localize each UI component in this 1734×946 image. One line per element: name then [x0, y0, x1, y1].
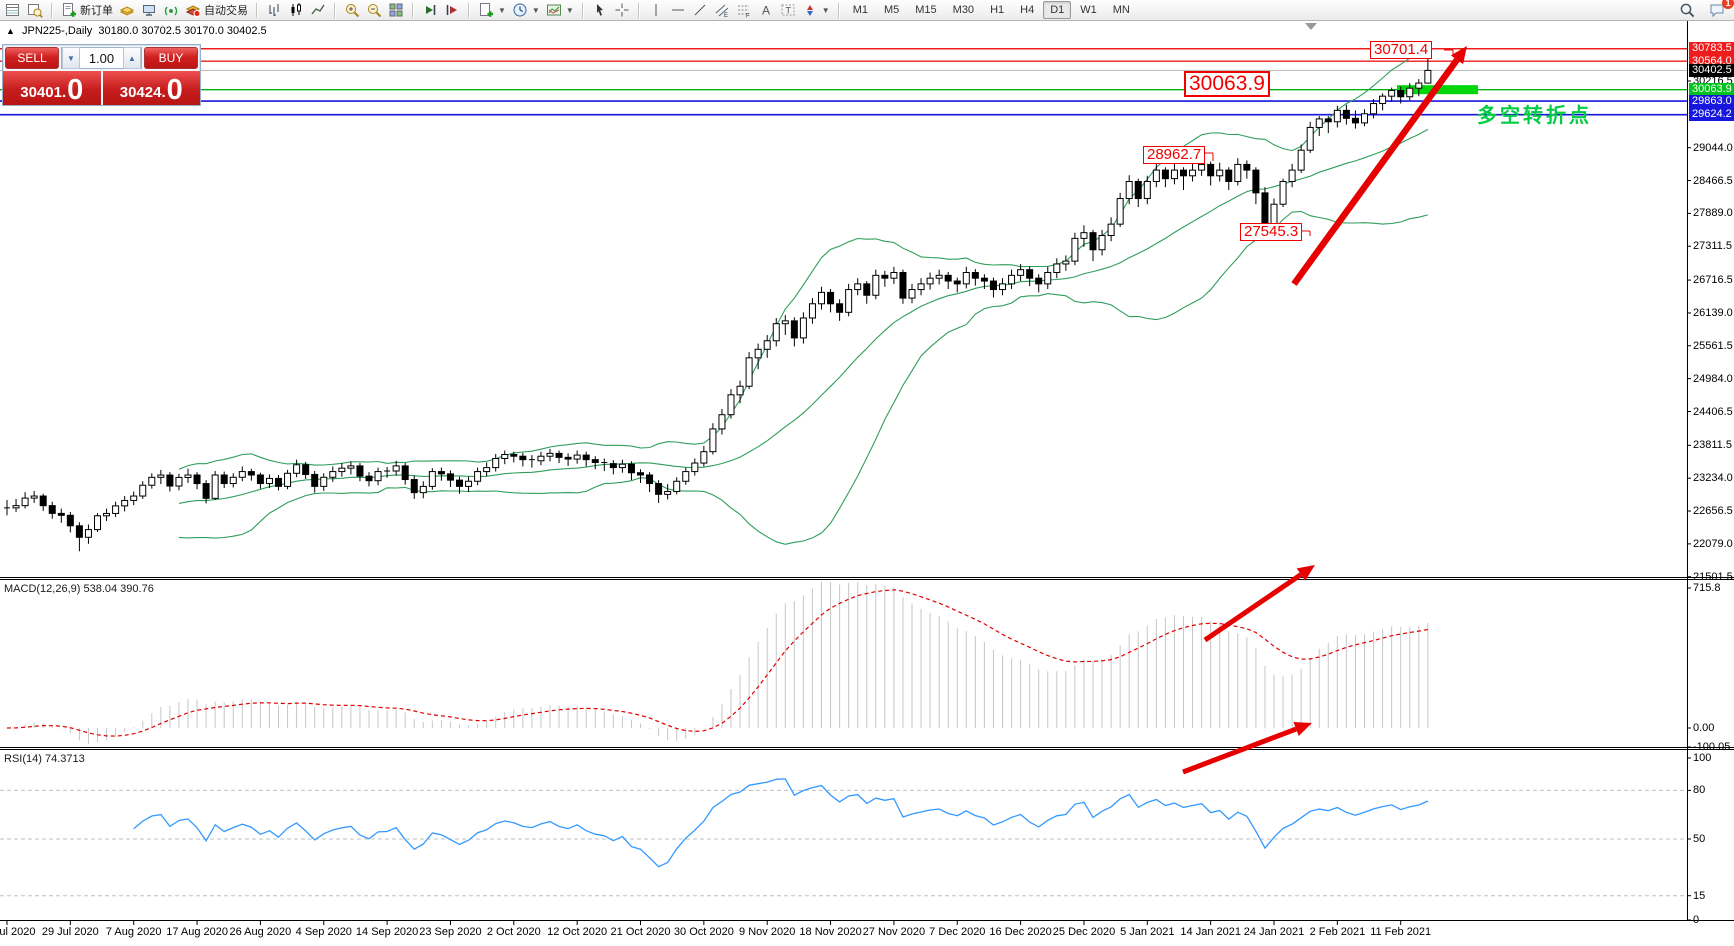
new-chart-button[interactable]: ▼: [475, 1, 509, 20]
volume-decrease-button[interactable]: ▼: [62, 47, 80, 69]
timeframe-button-W1[interactable]: W1: [1080, 4, 1097, 16]
trendline-tool-icon[interactable]: [689, 1, 711, 20]
candlestick-mode-icon[interactable]: [285, 1, 307, 20]
new-order-button[interactable]: 新订单: [58, 1, 116, 20]
period-clock-button[interactable]: ▼: [509, 1, 543, 20]
toolbar-separator: [256, 2, 258, 18]
svg-text:E: E: [724, 13, 728, 18]
new-order-label: 新订单: [80, 5, 113, 17]
toolbar-separator: [412, 2, 414, 18]
search-icon[interactable]: [1676, 1, 1698, 20]
price-axis[interactable]: [1687, 20, 1734, 920]
timeframe-button-M30[interactable]: M30: [952, 4, 975, 16]
depth-of-market-icon[interactable]: [116, 1, 138, 20]
rsi-indicator-label: RSI(14) 74.3713: [4, 753, 85, 765]
auto-trading-button[interactable]: 自动交易: [182, 1, 251, 20]
line-chart-mode-icon[interactable]: [307, 1, 329, 20]
macd-pane-splitter[interactable]: [0, 575, 1734, 580]
zoom-out-icon[interactable]: [363, 1, 385, 20]
top-toolbar: 新订单 自动交易: [0, 0, 1734, 21]
toolbar-separator: [51, 2, 53, 18]
svg-text:T: T: [785, 6, 791, 16]
sell-price-main: 30401.: [20, 84, 67, 101]
cursor-tool-icon[interactable]: [589, 1, 611, 20]
timeframe-toolbar: M1 M5 M15 M30 H1 H4 D1 W1 MN: [843, 0, 1140, 20]
buy-button[interactable]: BUY: [144, 47, 198, 69]
templates-button[interactable]: ▼: [543, 1, 577, 20]
svg-text:A: A: [762, 4, 770, 18]
channel-tool-icon[interactable]: E: [711, 1, 733, 20]
bull-bear-turning-point-note: 多空转折点: [1477, 105, 1592, 127]
auto-trading-label: 自动交易: [204, 5, 248, 17]
date-axis[interactable]: [0, 922, 1687, 946]
buy-price-display[interactable]: 30424. 0: [102, 71, 200, 106]
vertical-line-tool-icon[interactable]: [645, 1, 667, 20]
toolbar-separator: [637, 2, 640, 18]
toolbar-separator: [468, 2, 470, 18]
terminal-icon[interactable]: [138, 1, 160, 20]
toolbar-separator: [581, 2, 584, 18]
chart-shift-icon[interactable]: [441, 1, 463, 20]
zoom-in-icon[interactable]: [341, 1, 363, 20]
notification-badge: 1: [1722, 0, 1734, 9]
rsi-pane-splitter[interactable]: [0, 745, 1734, 750]
one-click-trading-panel: SELL ▼ 1.00 ▲ BUY 30401. 0 30424. 0: [2, 44, 201, 106]
data-window-icon[interactable]: [24, 1, 46, 20]
signals-icon[interactable]: [160, 1, 182, 20]
sell-price-big-digit: 0: [67, 74, 84, 106]
toolbar-separator: [837, 2, 840, 18]
volume-input[interactable]: 1.00: [88, 50, 115, 66]
buy-price-big-digit: 0: [166, 74, 183, 106]
timeframe-button-H1[interactable]: H1: [990, 4, 1005, 16]
chart-symbol-period: JPN225-,Daily: [21, 25, 93, 37]
timeframe-button-M15[interactable]: M15: [915, 4, 937, 16]
bar-chart-mode-icon[interactable]: [263, 1, 285, 20]
timeframe-button-H4[interactable]: H4: [1020, 4, 1035, 16]
chart-title: ▲ JPN225-,Daily 30180.0 30702.5 30170.0 …: [6, 25, 267, 37]
timeframe-button-M5[interactable]: M5: [883, 4, 900, 16]
text-label-tool-icon[interactable]: T: [777, 1, 799, 20]
market-watch-icon[interactable]: [2, 1, 24, 20]
notifications-chat-icon[interactable]: 1: [1706, 0, 1734, 20]
price-chart-canvas[interactable]: [0, 20, 1734, 946]
buy-price-main: 30424.: [119, 84, 166, 101]
auto-scroll-icon[interactable]: [419, 1, 441, 20]
timeframe-button-M1[interactable]: M1: [852, 4, 868, 16]
text-tool-icon[interactable]: A: [755, 1, 777, 20]
volume-increase-button[interactable]: ▲: [123, 47, 141, 69]
volume-box: ▼ 1.00 ▲: [61, 47, 142, 69]
horizontal-line-tool-icon[interactable]: [667, 1, 689, 20]
timeframe-button-MN[interactable]: MN: [1112, 4, 1130, 16]
timeframe-button-D1[interactable]: D1: [1043, 1, 1072, 19]
crosshair-tool-icon[interactable]: [611, 1, 633, 20]
collapse-icon[interactable]: ▲: [6, 26, 15, 36]
tile-windows-icon[interactable]: [385, 1, 407, 20]
chart-ohlc-summary: 30180.0 30702.5 30170.0 30402.5: [98, 25, 267, 37]
toolbar-separator: [334, 2, 336, 18]
chart-window: ▲ JPN225-,Daily 30180.0 30702.5 30170.0 …: [0, 20, 1734, 946]
svg-text:F: F: [746, 14, 750, 19]
sell-price-display[interactable]: 30401. 0: [3, 71, 101, 105]
macd-indicator-label: MACD(12,26,9) 538.04 390.76: [4, 583, 154, 595]
arrows-tool-icon[interactable]: ▼: [799, 1, 833, 20]
price-divider: [100, 71, 103, 105]
fibonacci-tool-icon[interactable]: F: [733, 1, 755, 20]
sell-button[interactable]: SELL: [5, 47, 59, 69]
